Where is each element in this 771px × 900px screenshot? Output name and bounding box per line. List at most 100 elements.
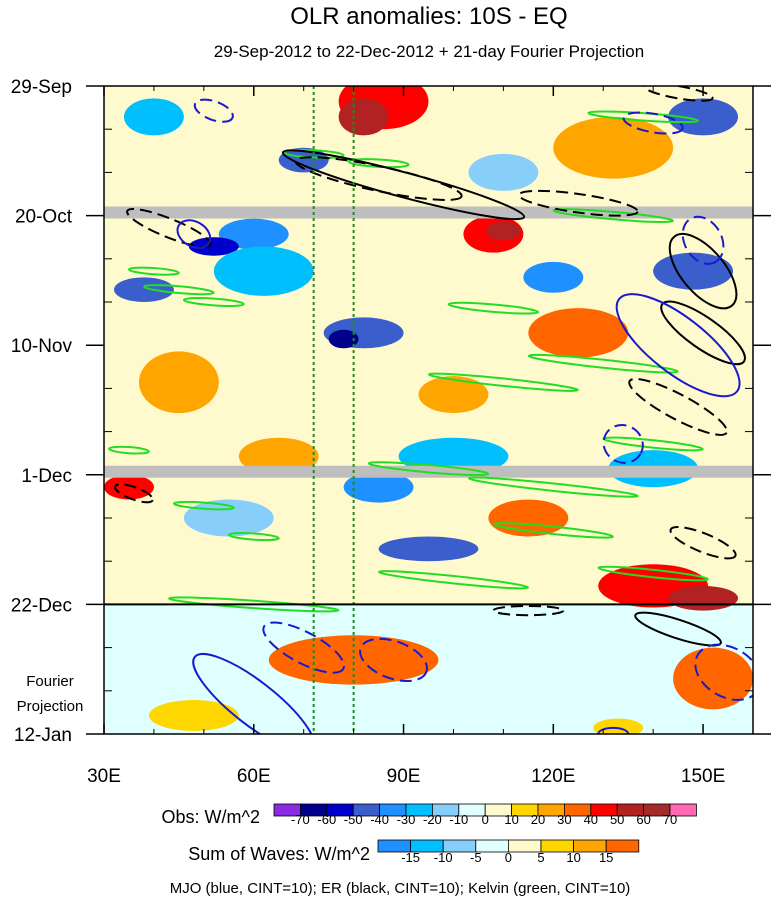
obs-colorbar-tick-label: -70 bbox=[291, 812, 310, 827]
kelvin-contour bbox=[168, 596, 340, 613]
observed-anomaly-blob bbox=[113, 277, 174, 302]
observed-anomaly-blob bbox=[328, 329, 359, 349]
mjo-contour bbox=[193, 98, 234, 123]
obs-colorbar-tick-label: -50 bbox=[344, 812, 363, 827]
axis-ticks bbox=[86, 85, 771, 735]
kelvin-contour-layer bbox=[108, 110, 709, 613]
waves-colorbar-box bbox=[605, 839, 640, 853]
footer-legend: MJO (blue, CINT=10); ER (black, CINT=10)… bbox=[170, 880, 631, 897]
obs-colorbar-tick-label: 50 bbox=[610, 812, 624, 827]
er-contour bbox=[660, 300, 746, 366]
obs-colorbar-tick-label: -30 bbox=[397, 812, 416, 827]
kelvin-contour bbox=[492, 522, 614, 539]
x-tick-label: 150E bbox=[681, 766, 725, 787]
mjo-contour bbox=[622, 111, 684, 135]
obs-colorbar-tick-label: 60 bbox=[636, 812, 650, 827]
plot-frame bbox=[103, 85, 754, 735]
x-tick-label: 30E bbox=[87, 766, 121, 787]
waves-colorbar-tick-label: 5 bbox=[537, 850, 544, 865]
x-tick-label: 90E bbox=[387, 766, 421, 787]
waves-colorbar-box bbox=[507, 839, 542, 853]
observed-anomaly-blob bbox=[238, 437, 319, 475]
mjo-contour bbox=[681, 215, 725, 265]
observed-anomaly-blob bbox=[218, 218, 289, 250]
chart-title: OLR anomalies: 10S - EQ bbox=[290, 3, 567, 30]
projection-anomaly-blob bbox=[268, 635, 439, 685]
obs-colorbar-tick-label: -10 bbox=[449, 812, 468, 827]
obs-colorbar-tick-label: 40 bbox=[584, 812, 598, 827]
mjo-contour bbox=[694, 643, 753, 701]
obs-colorbar-tick-label: 10 bbox=[504, 812, 518, 827]
observed-anomaly-blob bbox=[378, 536, 479, 562]
er-contour bbox=[492, 604, 565, 617]
kelvin-contour bbox=[172, 500, 235, 511]
kelvin-contour bbox=[377, 570, 529, 590]
observed-anomaly-blob bbox=[138, 351, 219, 414]
waves-colorbar-tick-label: -15 bbox=[401, 850, 420, 865]
waves-colorbar: -15 -10 -5 0 5 10 15 bbox=[377, 839, 640, 865]
projection-anomaly-blob bbox=[148, 700, 239, 731]
y-tick-label: 22-Dec bbox=[11, 595, 72, 616]
y-tick-label: 29-Sep bbox=[11, 77, 72, 98]
er-contour bbox=[294, 156, 463, 201]
observed-anomaly-blob bbox=[668, 585, 739, 611]
projection-anomaly-blob bbox=[673, 647, 753, 710]
observed-anomaly-blob bbox=[468, 153, 539, 191]
kelvin-contour bbox=[108, 445, 150, 455]
observed-anomaly-blob bbox=[523, 261, 584, 293]
mjo-contour bbox=[176, 219, 212, 249]
waves-colorbar-tick-label: 0 bbox=[505, 850, 512, 865]
kelvin-contour bbox=[143, 284, 215, 296]
x-tick-label: 60E bbox=[237, 766, 271, 787]
y-tick-label: 20-Oct bbox=[15, 207, 73, 228]
er-contour bbox=[517, 189, 639, 217]
kelvin-contour bbox=[467, 476, 639, 498]
obs-colorbar-tick-label: -60 bbox=[317, 812, 336, 827]
y-axis-labels: 29-Sep 20-Oct 10-Nov 1-Dec 22-Dec 12-Jan bbox=[11, 77, 73, 746]
er-contour bbox=[114, 483, 154, 504]
observed-anomaly-blob bbox=[528, 308, 629, 358]
y-tick-label: 10-Nov bbox=[11, 336, 73, 357]
mjo-contour bbox=[602, 424, 644, 464]
projection-label-line2: Projection bbox=[17, 698, 84, 715]
kelvin-contour bbox=[227, 531, 280, 542]
er-contour bbox=[126, 208, 212, 248]
kelvin-contour bbox=[182, 297, 245, 307]
er-contour bbox=[634, 611, 722, 647]
plot-area bbox=[86, 85, 771, 735]
obs-colorbar-tick-label: 70 bbox=[663, 812, 677, 827]
kelvin-contour bbox=[367, 461, 490, 477]
kelvin-contour bbox=[527, 353, 679, 374]
waves-colorbar-label: Sum of Waves: W/m^2 bbox=[188, 844, 370, 864]
observed-anomaly-blob bbox=[553, 116, 674, 179]
observed-anomaly-blob bbox=[343, 471, 414, 503]
kelvin-contour bbox=[447, 301, 540, 315]
observed-anomaly-blob bbox=[418, 376, 489, 414]
obs-colorbar-box bbox=[669, 803, 697, 817]
obs-colorbar-tick-label: 0 bbox=[482, 812, 489, 827]
observed-anomaly-blob bbox=[338, 98, 389, 136]
kelvin-contour bbox=[597, 565, 709, 582]
obs-colorbar-tick-label: -20 bbox=[423, 812, 442, 827]
observed-anomaly-blob bbox=[104, 474, 154, 500]
waves-colorbar-tick-label: -10 bbox=[434, 850, 453, 865]
y-tick-label: 1-Dec bbox=[21, 466, 72, 487]
waves-colorbar-tick-label: 15 bbox=[599, 850, 613, 865]
reference-longitude-lines bbox=[312, 86, 355, 734]
x-axis-labels: 30E 60E 90E 120E 150E bbox=[87, 766, 725, 787]
anomaly-fill-layer bbox=[104, 86, 753, 734]
projection-anomaly-blob bbox=[593, 718, 644, 734]
kelvin-contour bbox=[552, 208, 674, 223]
obs-colorbar-tick-label: 30 bbox=[557, 812, 571, 827]
kelvin-contour bbox=[427, 372, 579, 392]
mjo-contour bbox=[359, 637, 428, 683]
kelvin-contour bbox=[128, 266, 180, 276]
obs-colorbar-tick-label: -40 bbox=[370, 812, 389, 827]
waves-colorbar-tick-label: 10 bbox=[566, 850, 580, 865]
mjo-contour bbox=[192, 652, 316, 734]
chart-subtitle: 29-Sep-2012 to 22-Dec-2012 + 21-day Four… bbox=[214, 42, 644, 61]
er-contour-layer bbox=[114, 86, 746, 647]
obs-colorbar: -70 -60 -50 -40 -30 -20 -10 0 10 20 30 40 50 60 70 bbox=[273, 803, 697, 827]
waves-colorbar-tick-label: -5 bbox=[470, 850, 482, 865]
